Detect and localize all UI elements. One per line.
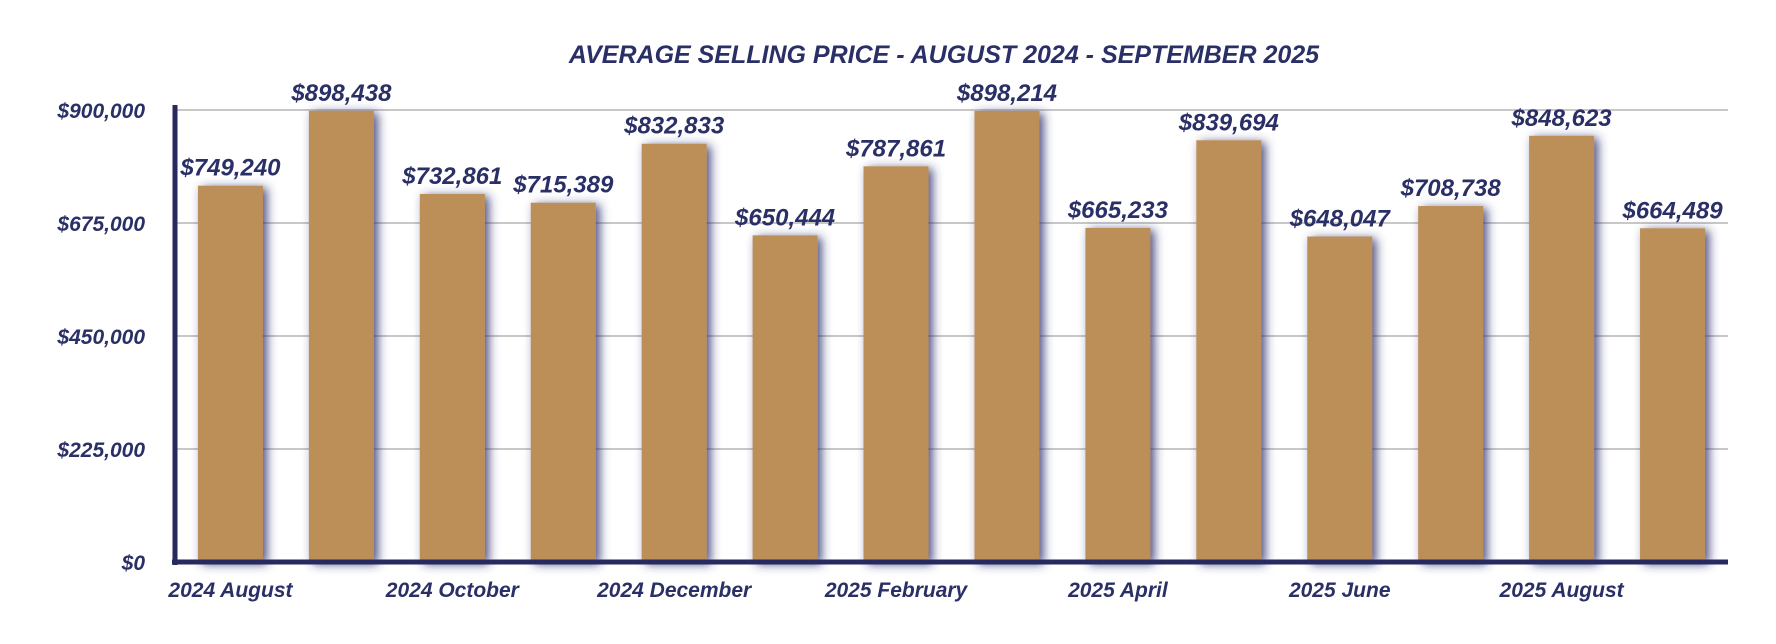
data-label: $650,444 — [734, 204, 835, 231]
bar — [1307, 236, 1373, 563]
bar — [197, 185, 263, 562]
bar — [1085, 227, 1151, 562]
y-tick-label: $450,000 — [56, 326, 145, 349]
bar — [419, 193, 485, 562]
data-label: $715,389 — [512, 172, 614, 199]
data-label: $839,694 — [1178, 109, 1279, 136]
data-label: $787,861 — [845, 135, 946, 162]
bar — [641, 143, 707, 562]
bar — [530, 202, 596, 562]
chart-title: AVERAGE SELLING PRICE - AUGUST 2024 - SE… — [568, 41, 1320, 69]
data-label: $898,214 — [956, 80, 1057, 107]
bar — [1640, 228, 1706, 562]
bar — [1529, 135, 1595, 562]
data-label: $832,833 — [623, 113, 725, 140]
data-label: $648,047 — [1289, 206, 1392, 233]
bar — [1196, 140, 1262, 562]
bar — [752, 235, 818, 562]
data-label: $732,861 — [401, 163, 502, 190]
data-label: $848,623 — [1511, 105, 1613, 132]
y-tick-label: $0 — [121, 552, 146, 575]
data-label: $898,438 — [290, 80, 392, 107]
data-label: $665,233 — [1067, 197, 1169, 224]
x-tick-label: 2025 February — [824, 579, 969, 602]
bar — [974, 110, 1040, 562]
x-tick-label: 2025 April — [1067, 579, 1169, 602]
gridlines — [175, 109, 1728, 450]
bar — [1418, 206, 1484, 562]
data-label: $664,489 — [1621, 197, 1723, 224]
x-axis-ticks: 2024 August 2024 October 2024 December 2025… — [167, 579, 1624, 602]
data-label: $749,240 — [179, 155, 281, 182]
x-tick-label: 2024 August — [167, 579, 293, 602]
y-tick-label: $225,000 — [56, 439, 145, 462]
bars — [197, 110, 1706, 563]
bar — [308, 110, 374, 562]
y-tick-label: $675,000 — [56, 213, 145, 236]
axes — [172, 105, 1728, 565]
y-axis-ticks: $0 $225,000 $450,000 $675,000 $900,000 — [56, 100, 145, 575]
data-labels: $749,240 $898,438 $732,861 $715,389 $832,833… — [179, 80, 1723, 233]
x-tick-label: 2024 October — [385, 579, 521, 602]
bar — [863, 166, 929, 562]
data-label: $708,738 — [1400, 175, 1502, 202]
x-tick-label: 2024 December — [596, 579, 753, 602]
x-tick-label: 2025 August — [1499, 579, 1625, 602]
x-tick-label: 2025 June — [1288, 579, 1391, 602]
y-tick-label: $900,000 — [56, 100, 145, 123]
